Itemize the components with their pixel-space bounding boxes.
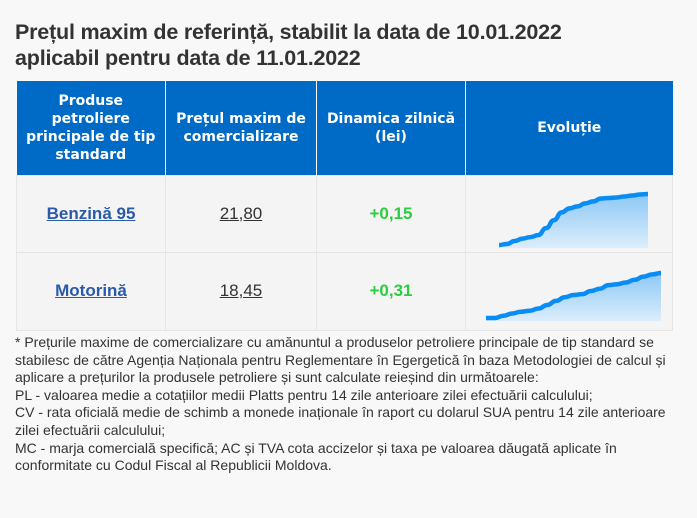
table-row: Benzină 95 21,80 +0,15	[16, 174, 673, 253]
product-link-benzina-95[interactable]: Benzină 95	[46, 203, 136, 223]
header-evolution: Evoluție	[465, 81, 673, 175]
sparkline-benzina-95	[498, 191, 649, 248]
title-line-1: Prețul maxim de referință, stabilit la d…	[15, 20, 562, 44]
delta-cell: +0,31	[316, 251, 466, 331]
daily-change-value: +0,15	[369, 203, 413, 223]
delta-cell: +0,15	[316, 174, 466, 253]
product-cell: Motorină	[16, 251, 166, 331]
price-cell: 21,80	[165, 174, 317, 253]
footnote-mc: MC - marja comercială specifică; AC și T…	[15, 439, 617, 474]
table-row: Motorină 18,45 +0,31	[16, 251, 673, 331]
sparkline-motorina	[486, 270, 662, 321]
product-link-motorina[interactable]: Motorină	[55, 281, 127, 300]
table-header-row: Produse petroliere principale de tip sta…	[16, 81, 673, 175]
price-cell: 18,45	[165, 251, 317, 331]
page-title: Prețul maxim de referință, stabilit la d…	[15, 19, 685, 71]
header-max-price: Prețul maxim de comercializare	[165, 81, 317, 175]
max-price-value: 18,45	[219, 281, 263, 300]
product-cell: Benzină 95	[16, 174, 166, 253]
benzina-95-trend-area	[499, 193, 648, 248]
header-product: Produse petroliere principale de tip sta…	[16, 81, 166, 175]
benzina-95-trend-line	[498, 191, 649, 247]
footnote: * Prețurile maxime de comercializare cu …	[15, 334, 685, 475]
footnote-intro: * Prețurile maxime de comercializare cu …	[15, 334, 666, 386]
fuel-price-table: Produse petroliere principale de tip sta…	[16, 81, 673, 331]
motorina-trend-line	[486, 270, 662, 320]
evolution-cell	[465, 174, 673, 253]
title-line-2: aplicabil pentru data de 11.01.2022	[15, 46, 361, 70]
max-price-value: 21,80	[219, 203, 263, 223]
evolution-cell	[465, 251, 673, 331]
footnote-cv: CV - rata oficială medie de schimb a mon…	[15, 404, 666, 438]
daily-change-value: +0,31	[369, 281, 413, 300]
footnote-pl: PL - valoarea medie a cotațiilor medii P…	[15, 386, 593, 403]
header-daily-change: Dinamica zilnică (lei)	[316, 81, 466, 175]
